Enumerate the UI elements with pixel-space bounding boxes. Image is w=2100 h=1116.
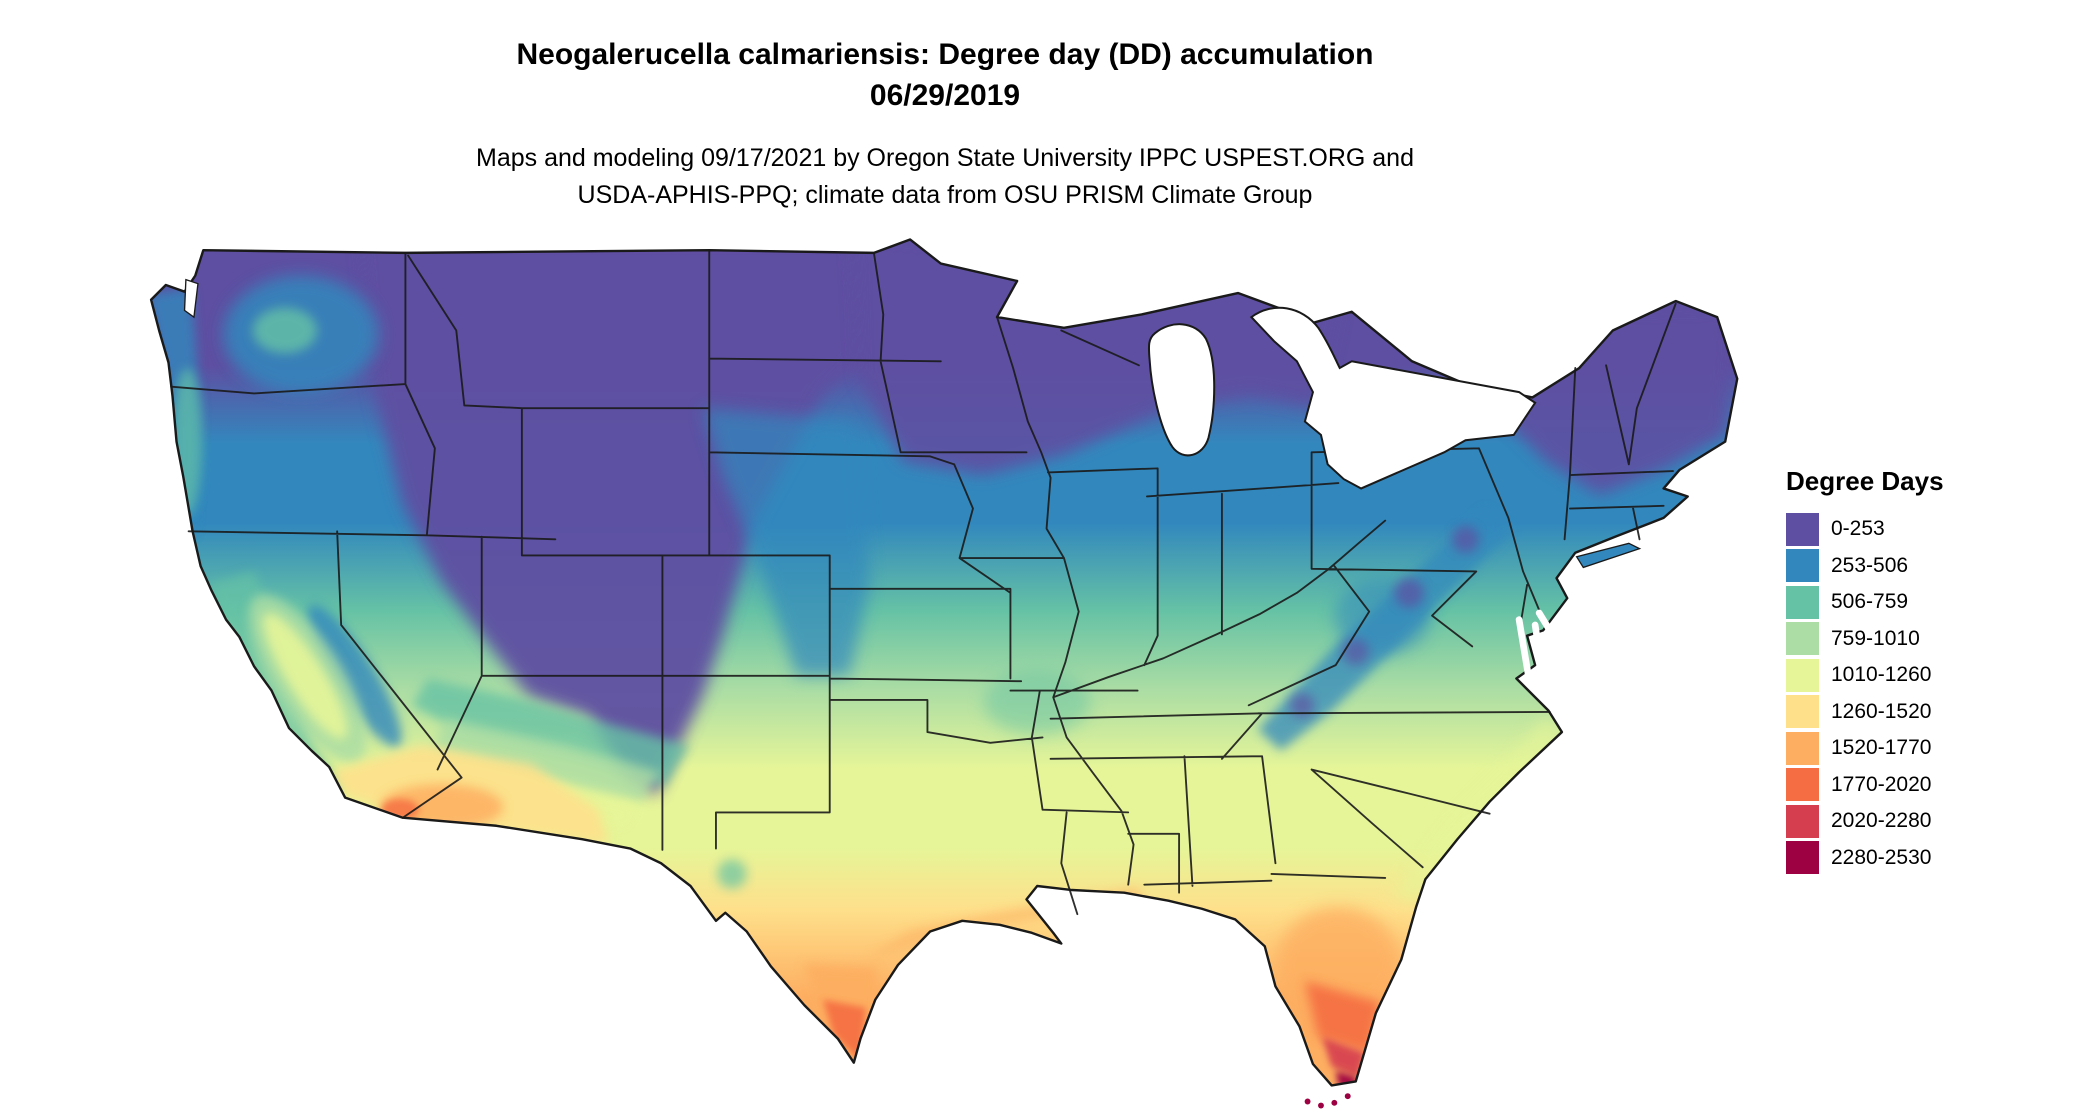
legend-label: 759-1010 [1831, 626, 1920, 650]
legend-label: 1010-1260 [1831, 663, 1932, 687]
legend-label: 1770-2020 [1831, 772, 1932, 796]
legend-item: 1260-1520 [1786, 694, 2086, 731]
legend-label: 0-253 [1831, 517, 1885, 541]
legend-item: 506-759 [1786, 584, 2086, 621]
legend-item: 2020-2280 [1786, 803, 2086, 840]
legend-swatch [1786, 622, 1819, 656]
florida-keys [1304, 1093, 1351, 1109]
legend-label: 2280-2530 [1831, 845, 1932, 869]
page-subtitle-date: 06/29/2019 [869, 79, 1021, 112]
legend-swatch [1786, 841, 1819, 875]
legend-swatch [1786, 512, 1819, 546]
legend-label: 253-506 [1831, 553, 1909, 577]
caption-block: Maps and modeling 09/17/2021 by Oregon S… [0, 140, 1890, 214]
legend-item: 0-253 [1786, 511, 2086, 548]
legend-item: 759-1010 [1786, 621, 2086, 658]
lake-huron-erie-ontario [1249, 306, 1537, 490]
degree-day-raster [151, 239, 1738, 1086]
legend-swatch [1786, 658, 1819, 692]
chesapeake-bay [1515, 609, 1554, 680]
legend-swatch [1786, 585, 1819, 619]
long-island [1575, 542, 1642, 569]
lake-michigan [1147, 323, 1216, 457]
legend-item: 1010-1260 [1786, 657, 2086, 694]
us-map-svg [149, 238, 1739, 1109]
caption-line-1: Maps and modeling 09/17/2021 by Oregon S… [476, 144, 1414, 172]
legend-swatch [1786, 695, 1819, 729]
legend: Degree Days 0-253 253-506 506-759 759-1010 1… [1786, 466, 2086, 876]
legend-label: 1520-1770 [1831, 736, 1932, 760]
us-outline [149, 238, 1739, 1087]
legend-label: 2020-2280 [1831, 809, 1932, 833]
legend-item: 2280-2530 [1786, 840, 2086, 877]
legend-label: 1260-1520 [1831, 699, 1932, 723]
page-title: Neogalerucella calmariensis: Degree day … [516, 38, 1374, 71]
legend-item: 1520-1770 [1786, 730, 2086, 767]
title-block: Neogalerucella calmariensis: Degree day … [0, 34, 1890, 116]
legend-swatch [1786, 768, 1819, 802]
puget-sound [183, 278, 199, 319]
caption-line-2: USDA-APHIS-PPQ; climate data from OSU PR… [577, 181, 1313, 209]
legend-item: 253-506 [1786, 548, 2086, 585]
legend-swatch [1786, 804, 1819, 838]
legend-title: Degree Days [1786, 466, 1944, 496]
legend-label: 506-759 [1831, 590, 1909, 614]
us-degree-day-map [127, 234, 1760, 1111]
legend-item: 1770-2020 [1786, 767, 2086, 804]
legend-swatch [1786, 549, 1819, 583]
legend-items: 0-253 253-506 506-759 759-1010 1010-1260 1260… [1786, 511, 2086, 876]
legend-swatch [1786, 731, 1819, 765]
state-borders [170, 249, 1677, 916]
